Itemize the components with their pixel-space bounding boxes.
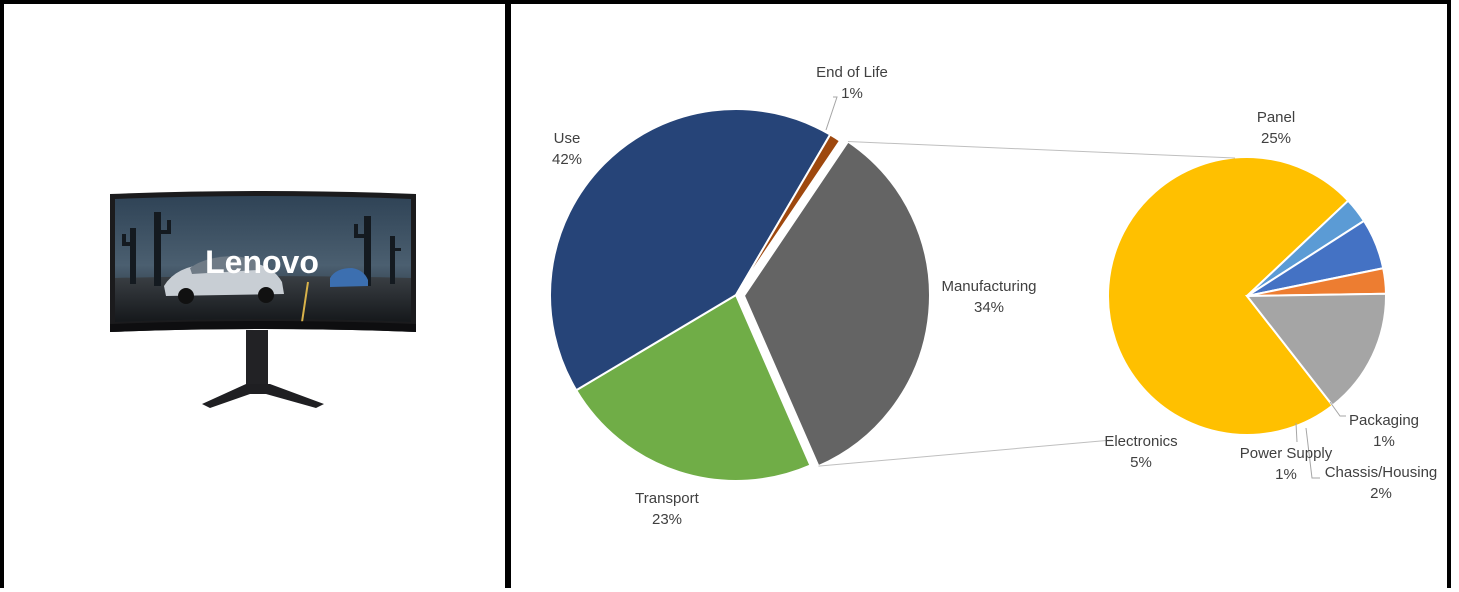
- slice-manufacturing: [742, 140, 931, 468]
- chart-panel: Manufacturing 34% Transport 23% Use 42% End of…: [507, 0, 1451, 588]
- sub-label-electronics: Electronics 5%: [1104, 433, 1177, 471]
- leader-line-power-supply: [1295, 422, 1298, 443]
- slice-use: [548, 108, 832, 392]
- sub-label-panel: Panel 25%: [1257, 109, 1295, 147]
- main-label-manufacturing: Manufacturing 34%: [941, 278, 1036, 316]
- sub-label-packaging: Packaging 1%: [1349, 412, 1419, 450]
- connector-line-top: [847, 141, 1236, 159]
- leader-line-end-of-life: [825, 96, 838, 131]
- product-image-panel: Lenovo: [0, 0, 509, 588]
- pie-of-pie-chart: Manufacturing 34% Transport 23% Use 42% End of…: [548, 64, 1438, 528]
- lenovo-logo: Lenovo: [205, 244, 319, 280]
- curved-monitor-image: Lenovo: [110, 191, 416, 408]
- main-label-transport: Transport 23%: [635, 490, 699, 528]
- slice-end-of-life: [735, 133, 842, 296]
- sub-slice-panel: [1107, 156, 1350, 436]
- connector-line-bottom: [818, 439, 1113, 467]
- sub-label-chassis-housing: Chassis/Housing 2%: [1325, 464, 1438, 502]
- main-label-end-of-life: End of Life 1%: [816, 64, 888, 102]
- leader-line-chassis-housing: [1305, 427, 1320, 479]
- slice-transport: [574, 293, 812, 482]
- sub-slice-electronics: [1244, 292, 1387, 407]
- main-label-use: Use 42%: [552, 130, 582, 168]
- sub-label-power-supply: Power Supply 1%: [1240, 445, 1333, 483]
- leader-line-packaging: [1329, 401, 1346, 417]
